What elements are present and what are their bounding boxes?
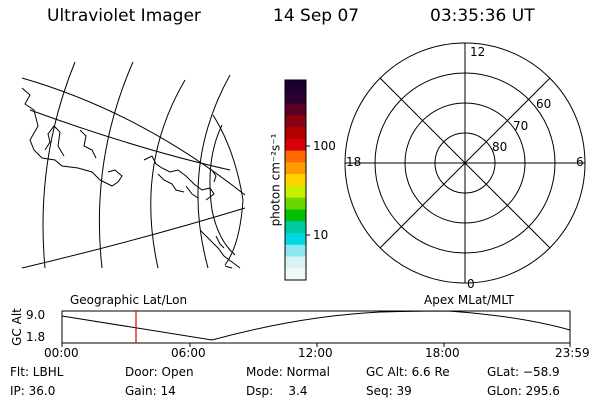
instrument-title: Ultraviolet Imager — [47, 6, 201, 26]
coastline-icon — [21, 87, 241, 269]
latitude-grid-lines — [21, 77, 246, 269]
longitude-grid-lines — [42, 61, 231, 269]
colorbar-frame — [284, 79, 307, 281]
colorbar-band — [285, 221, 306, 234]
colorbar-band — [285, 91, 306, 105]
colorbar-band — [285, 138, 306, 152]
ip-status: IP: 36.0 — [10, 384, 56, 398]
ytick-bottom: 1.8 — [26, 330, 46, 344]
colorbar-label-10: 10 — [313, 228, 329, 242]
door-status: Door: Open — [125, 365, 194, 379]
apex-coords-label: Apex MLat/MLT — [424, 293, 514, 307]
colorbar-band — [285, 103, 306, 116]
colorbar-band — [285, 197, 306, 210]
colorbar-band — [285, 209, 306, 222]
geographic-coords-label: Geographic Lat/Lon — [70, 293, 188, 307]
colorbar-unit-label: photon cm⁻²s⁻¹ — [268, 133, 283, 227]
colorbar-label-100: 100 — [313, 139, 336, 153]
mlt-label-6: 6 — [576, 155, 584, 169]
horizon-arc — [212, 114, 244, 266]
colorbar-band — [285, 185, 306, 199]
gc-alt-axis-label: GC Alt — [9, 308, 24, 346]
xtick-label-2: 12:00 — [298, 346, 333, 360]
timeline-plot — [61, 310, 571, 347]
gain-status: Gain: 14 — [125, 384, 176, 398]
polar-plot — [344, 42, 586, 284]
lat-label-70: 70 — [513, 119, 529, 133]
time-label: 03:35:36 UT — [430, 6, 535, 26]
colorbar-band — [285, 244, 306, 257]
altitude-curve — [61, 310, 571, 341]
date-label: 14 Sep 07 — [273, 6, 360, 26]
mlt-label-12: 12 — [470, 45, 486, 59]
lat-label-80: 80 — [492, 140, 508, 154]
colorbar-band — [285, 127, 306, 140]
gc-alt-status: GC Alt: 6.6 Re — [366, 365, 450, 379]
xtick-label-3: 18:00 — [425, 346, 460, 360]
colorbar-band — [285, 162, 306, 175]
glat-status: GLat: −58.9 — [487, 365, 560, 379]
colorbar-band — [285, 174, 306, 187]
timeline-frame — [61, 310, 571, 344]
mlt-label-0: 0 — [467, 277, 475, 291]
limb-arc — [209, 124, 236, 256]
ytick-top: 9.0 — [26, 308, 46, 322]
seq-status: Seq: 39 — [366, 384, 412, 398]
colorbar-gradient — [285, 80, 306, 281]
mlt-label-18: 18 — [346, 155, 362, 169]
mode-status: Mode: Normal — [246, 365, 330, 379]
colorbar-band — [285, 256, 306, 269]
geographic-map — [21, 61, 246, 269]
xtick-label-0: 00:00 — [44, 346, 79, 360]
colorbar — [284, 79, 310, 281]
colorbar-band — [285, 268, 306, 281]
colorbar-band — [285, 150, 306, 163]
glon-status: GLon: 295.6 — [487, 384, 560, 398]
colorbar-band — [285, 80, 306, 93]
xtick-label-4: 23:59 — [555, 346, 590, 360]
colorbar-band — [285, 115, 306, 128]
colorbar-band — [285, 232, 306, 246]
xtick-label-1: 06:00 — [171, 346, 206, 360]
polar-axis-diagonal-2 — [379, 77, 551, 249]
filter-status: Flt: LBHL — [10, 365, 64, 379]
lat-label-60: 60 — [536, 97, 552, 111]
dsp-status: Dsp: 3.4 — [246, 384, 308, 398]
